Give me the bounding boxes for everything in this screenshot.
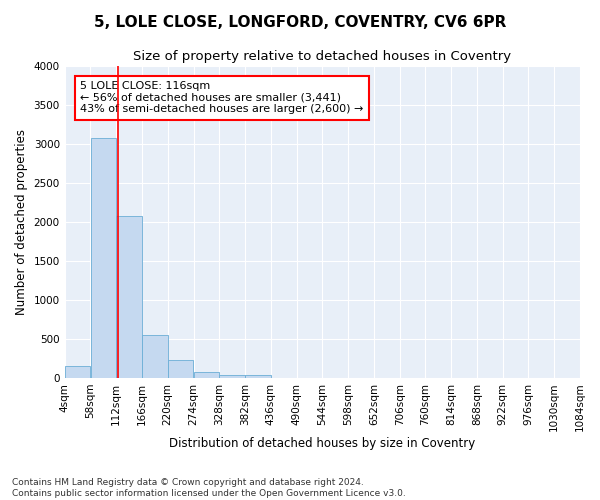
Bar (220, 375, 245, 378)
Bar (168, 360, 193, 378)
Bar (91, 138, 116, 378)
Bar (116, 216, 142, 378)
Y-axis label: Number of detached properties: Number of detached properties (15, 129, 28, 315)
Bar (194, 372, 219, 378)
X-axis label: Distribution of detached houses by size in Coventry: Distribution of detached houses by size … (169, 437, 475, 450)
Text: 5 LOLE CLOSE: 116sqm
← 56% of detached houses are smaller (3,441)
43% of semi-de: 5 LOLE CLOSE: 116sqm ← 56% of detached h… (80, 81, 364, 114)
Text: 5, LOLE CLOSE, LONGFORD, COVENTRY, CV6 6PR: 5, LOLE CLOSE, LONGFORD, COVENTRY, CV6 6… (94, 15, 506, 30)
Bar (245, 375, 271, 378)
Title: Size of property relative to detached houses in Coventry: Size of property relative to detached ho… (133, 50, 511, 63)
Text: Contains HM Land Registry data © Crown copyright and database right 2024.
Contai: Contains HM Land Registry data © Crown c… (12, 478, 406, 498)
Bar (65, 366, 91, 378)
Bar (142, 335, 167, 378)
